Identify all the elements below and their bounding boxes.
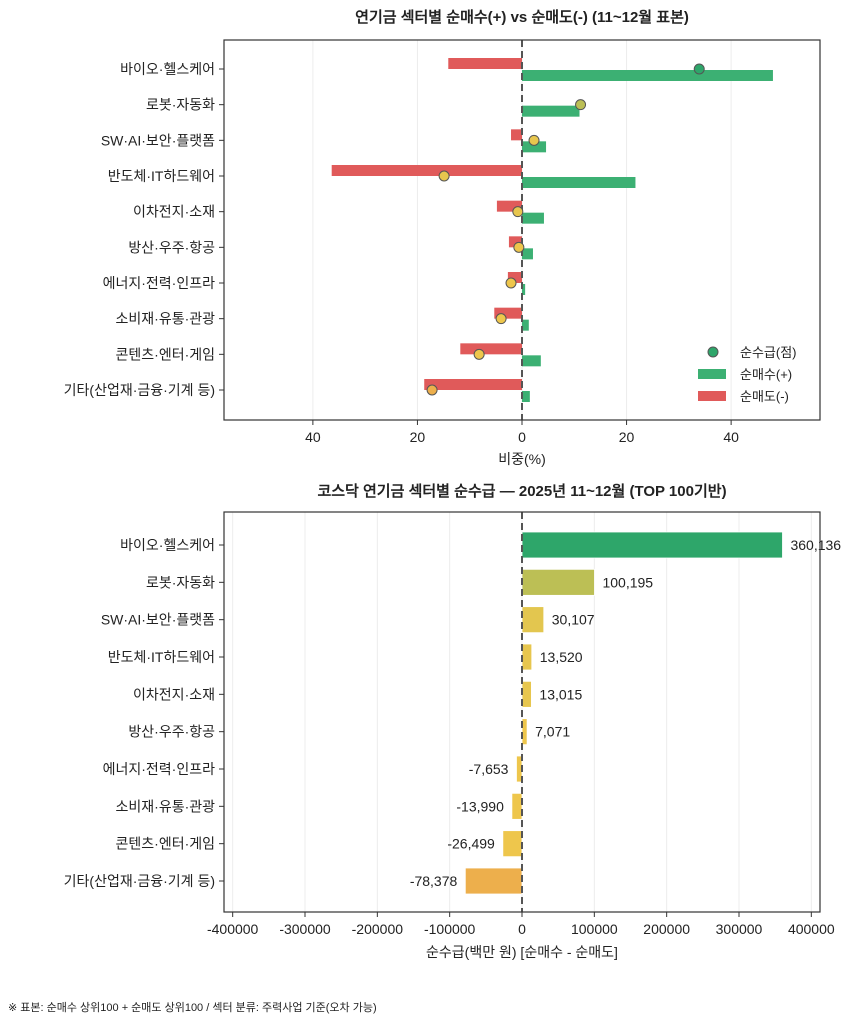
bottom-chart-xlabel: 순수급(백만 원) [순매수 - 순매도]: [426, 944, 618, 960]
sell-bar: [448, 58, 522, 69]
bottom-chart-title: 코스닥 연기금 섹터별 순수급 — 2025년 11~12월 (TOP 100기…: [317, 482, 726, 500]
data-label: 7,071: [535, 724, 570, 740]
x-tick-label: 100000: [571, 921, 618, 937]
x-tick-label: 40: [305, 429, 321, 445]
x-tick-label: 0: [518, 921, 526, 937]
category-label: 콘텐츠·엔터·게임: [116, 346, 215, 362]
net-bar: [502, 830, 523, 858]
legend-swatch-buy: [698, 369, 726, 379]
x-tick-label: 400000: [788, 921, 835, 937]
category-label: 반도체·IT하드웨어: [108, 649, 215, 665]
sell-bar: [496, 200, 522, 212]
footnote: ※ 표본: 순매수 상위100 + 순매도 상위100 / 섹터 분류: 주력사…: [8, 1001, 377, 1014]
net-point: [513, 241, 525, 253]
buy-bar: [522, 177, 636, 188]
net-bar: [521, 643, 533, 671]
x-tick-label: 40: [723, 429, 739, 445]
data-label: 13,520: [540, 649, 583, 665]
data-label: -7,653: [469, 761, 509, 777]
sell-bar: [494, 307, 522, 319]
data-label: -78,378: [410, 873, 458, 889]
data-label: 13,015: [539, 686, 582, 702]
data-label: 30,107: [552, 612, 595, 628]
legend-marker-net: [707, 346, 719, 358]
x-tick-label: 20: [410, 429, 426, 445]
sell-bar: [508, 236, 522, 248]
sell-bar: [460, 343, 522, 355]
x-tick-label: -100000: [424, 921, 476, 937]
category-label: 소비재·유통·관광: [116, 798, 216, 814]
buy-bar: [522, 355, 541, 367]
buy-bar: [522, 284, 526, 295]
category-label: 에너지·전력·인프라: [103, 275, 215, 291]
category-label: 에너지·전력·인프라: [103, 761, 215, 777]
buy-bar: [522, 105, 580, 117]
sell-bar: [511, 129, 522, 141]
net-point: [473, 348, 485, 360]
buy-bar: [522, 248, 533, 260]
net-bar: [521, 606, 545, 634]
sell-bar: [331, 165, 522, 176]
net-point: [512, 206, 524, 218]
net-point: [693, 63, 705, 75]
x-tick-label: 200000: [643, 921, 690, 937]
category-label: 바이오·헬스케어: [120, 61, 215, 77]
net-bar: [511, 792, 523, 820]
net-bar: [464, 867, 523, 895]
buy-bar: [522, 319, 529, 331]
net-bar: [521, 718, 528, 746]
net-point: [575, 99, 587, 111]
net-bar: [521, 568, 595, 596]
legend-label: 순수급(점): [740, 345, 797, 360]
category-label: 방산·우주·항공: [128, 724, 215, 740]
category-label: 로봇·자동화: [146, 574, 215, 590]
net-point: [426, 384, 438, 396]
x-tick-label: 300000: [716, 921, 763, 937]
category-label: 기타(산업재·금융·기계 등): [64, 873, 215, 889]
x-tick-label: -300000: [279, 921, 331, 937]
data-label: 100,195: [602, 574, 653, 590]
net-point: [528, 134, 540, 146]
plot-frame: [223, 39, 821, 421]
buy-bar: [522, 212, 544, 224]
category-label: 소비재·유통·관광: [116, 311, 216, 327]
buy-bar: [522, 391, 530, 402]
category-label: 반도체·IT하드웨어: [108, 168, 215, 184]
category-label: 이차전지·소재: [133, 686, 215, 702]
x-tick-label: -200000: [352, 921, 404, 937]
category-label: 이차전지·소재: [133, 204, 215, 220]
buy-bar: [522, 70, 773, 81]
legend-label: 순매도(-): [740, 389, 789, 404]
category-label: SW·AI·보안·플랫폼: [101, 132, 215, 148]
category-label: 로봇·자동화: [146, 97, 215, 113]
legend-label: 순매수(+): [740, 367, 792, 382]
top-chart-xlabel: 비중(%): [498, 451, 546, 467]
top-chart-title: 연기금 섹터별 순매수(+) vs 순매도(-) (11~12월 표본): [355, 8, 689, 26]
category-label: 기타(산업재·금융·기계 등): [64, 382, 215, 398]
x-tick-label: 20: [619, 429, 635, 445]
x-tick-label: -400000: [207, 921, 259, 937]
x-tick-label: 0: [518, 429, 526, 445]
category-label: 콘텐츠·엔터·게임: [116, 836, 215, 852]
net-point: [438, 170, 450, 182]
data-label: -26,499: [447, 836, 495, 852]
sell-bar: [424, 379, 522, 390]
net-point: [495, 313, 507, 325]
sell-bar: [507, 272, 522, 283]
legend-swatch-sell: [698, 391, 726, 401]
category-label: SW·AI·보안·플랫폼: [101, 612, 215, 628]
plot-frame: [223, 511, 821, 913]
category-label: 바이오·헬스케어: [120, 537, 215, 553]
net-bar: [521, 531, 783, 559]
data-label: 360,136: [790, 537, 841, 553]
buy-bar: [522, 141, 547, 153]
net-point: [505, 277, 517, 289]
category-label: 방산·우주·항공: [128, 239, 215, 255]
net-bar: [521, 680, 532, 708]
data-label: -13,990: [456, 798, 504, 814]
